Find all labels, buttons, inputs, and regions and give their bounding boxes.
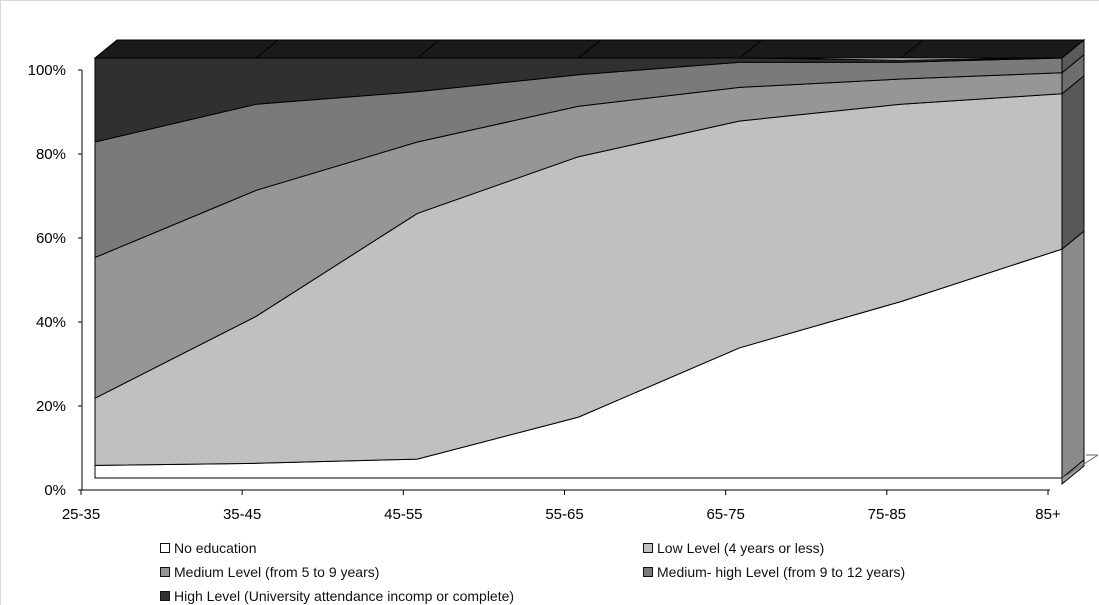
legend-label: Low Level (4 years or less) (657, 540, 825, 556)
x-tick-label: 65-75 (706, 506, 744, 523)
y-tick-label: 0% (44, 482, 66, 499)
legend-label: Medium Level (from 5 to 9 years) (174, 564, 380, 580)
legend-label: High Level (University attendance incomp… (174, 588, 515, 604)
y-tick-label: 40% (36, 314, 66, 331)
legend-item-medium-level: Medium Level (from 5 to 9 years) (160, 564, 379, 580)
legend-swatch (160, 591, 170, 601)
x-tick-label: 55-65 (545, 506, 583, 523)
y-tick-label: 20% (36, 398, 66, 415)
side-face-4 (1061, 38, 1085, 74)
legend-swatch (160, 567, 170, 577)
side-face-base (1061, 458, 1085, 486)
top-face-divider (739, 39, 762, 59)
top-face-divider (417, 39, 440, 59)
area-5 (94, 57, 1063, 143)
legend-label: No education (174, 540, 257, 556)
floor-edge (1061, 454, 1099, 479)
y-tick-label: 60% (36, 230, 66, 247)
y-tick-label: 100% (28, 62, 66, 79)
legend-item-no-education: No education (160, 540, 257, 556)
top-face-divider (900, 39, 924, 59)
legend-swatch (643, 543, 653, 553)
top-face-divider (578, 39, 601, 59)
legend-item-low-level: Low Level (4 years or less) (643, 540, 824, 556)
legend-item-medium-high-level: Medium- high Level (from 9 to 12 years) (643, 564, 905, 580)
legend-item-high-level: High Level (University attendance incomp… (160, 588, 514, 604)
x-tick-label: 85+ (1035, 506, 1061, 523)
x-tick-label: 75-85 (868, 506, 906, 523)
legend-swatch (643, 567, 653, 577)
legend-swatch (160, 543, 170, 553)
x-tick-label: 35-45 (223, 506, 261, 523)
top-face-divider (255, 39, 279, 59)
side-face-1 (1061, 230, 1085, 480)
y-tick-label: 80% (36, 146, 66, 163)
side-face-2 (1061, 74, 1085, 251)
x-tick-label: 25-35 (62, 506, 100, 523)
legend-label: Medium- high Level (from 9 to 12 years) (657, 564, 906, 580)
x-tick-label: 45-55 (384, 506, 422, 523)
